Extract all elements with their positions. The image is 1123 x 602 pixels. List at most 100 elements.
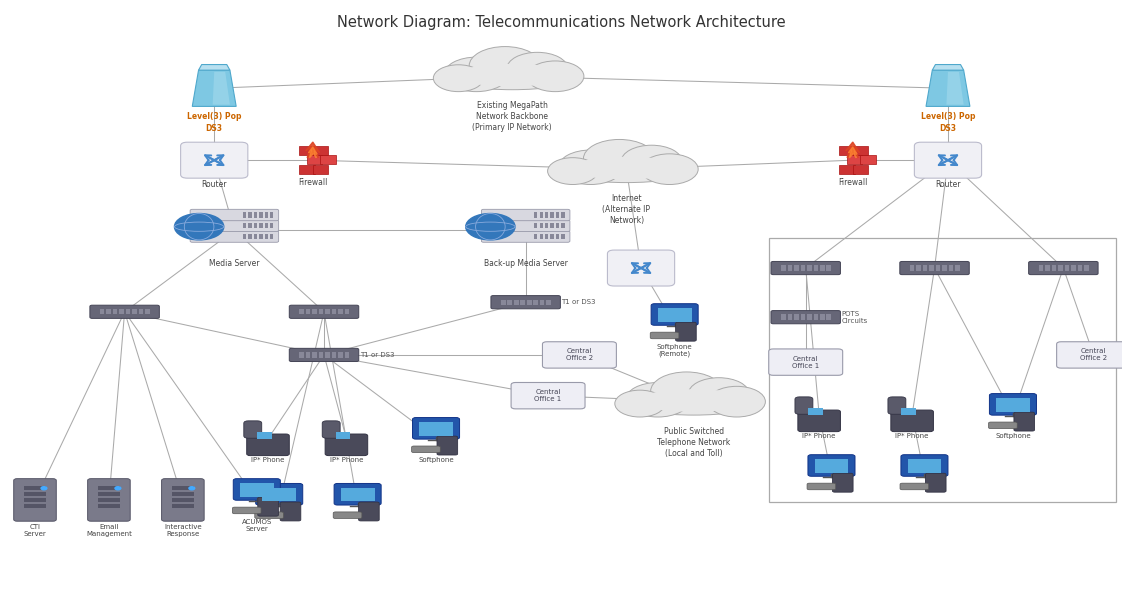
FancyBboxPatch shape (234, 479, 281, 500)
FancyBboxPatch shape (491, 296, 560, 309)
Circle shape (115, 486, 121, 490)
Polygon shape (846, 142, 860, 158)
FancyBboxPatch shape (780, 314, 786, 320)
FancyBboxPatch shape (801, 314, 805, 320)
Circle shape (506, 52, 568, 85)
FancyBboxPatch shape (13, 479, 56, 521)
FancyBboxPatch shape (827, 314, 831, 320)
FancyBboxPatch shape (338, 309, 343, 314)
FancyBboxPatch shape (265, 223, 268, 229)
Circle shape (42, 486, 47, 490)
Ellipse shape (643, 389, 743, 406)
FancyBboxPatch shape (795, 397, 813, 414)
Text: Level(3) Pop: Level(3) Pop (921, 112, 975, 121)
FancyBboxPatch shape (248, 223, 252, 229)
FancyBboxPatch shape (336, 432, 350, 439)
FancyBboxPatch shape (312, 352, 317, 358)
FancyBboxPatch shape (787, 265, 792, 271)
FancyBboxPatch shape (271, 234, 274, 239)
FancyBboxPatch shape (419, 423, 453, 435)
FancyBboxPatch shape (119, 309, 124, 314)
FancyBboxPatch shape (545, 223, 548, 229)
FancyBboxPatch shape (257, 432, 272, 439)
FancyBboxPatch shape (412, 446, 440, 453)
FancyBboxPatch shape (556, 234, 559, 239)
FancyBboxPatch shape (839, 146, 855, 155)
FancyBboxPatch shape (340, 488, 375, 501)
FancyBboxPatch shape (482, 209, 569, 221)
Polygon shape (199, 64, 230, 70)
FancyBboxPatch shape (996, 399, 1030, 412)
FancyBboxPatch shape (1046, 265, 1050, 271)
FancyBboxPatch shape (162, 479, 204, 521)
FancyBboxPatch shape (562, 213, 565, 218)
FancyBboxPatch shape (533, 300, 538, 305)
FancyBboxPatch shape (852, 146, 868, 155)
FancyBboxPatch shape (676, 322, 696, 341)
FancyBboxPatch shape (900, 261, 969, 275)
FancyBboxPatch shape (322, 421, 340, 438)
Circle shape (444, 57, 509, 92)
Text: Email
Management: Email Management (86, 524, 131, 537)
FancyBboxPatch shape (501, 300, 505, 305)
FancyBboxPatch shape (794, 314, 798, 320)
Circle shape (614, 390, 665, 417)
Text: Level(3) Pop: Level(3) Pop (188, 112, 241, 121)
FancyBboxPatch shape (539, 234, 542, 239)
FancyBboxPatch shape (358, 502, 380, 521)
Polygon shape (947, 72, 964, 105)
FancyBboxPatch shape (259, 223, 263, 229)
FancyBboxPatch shape (232, 507, 261, 514)
FancyBboxPatch shape (113, 309, 118, 314)
FancyBboxPatch shape (930, 265, 934, 271)
FancyBboxPatch shape (925, 473, 946, 492)
FancyBboxPatch shape (902, 408, 915, 415)
FancyBboxPatch shape (305, 309, 310, 314)
FancyBboxPatch shape (511, 382, 585, 409)
FancyBboxPatch shape (508, 300, 512, 305)
FancyBboxPatch shape (988, 422, 1017, 429)
Text: Central
Office 1: Central Office 1 (535, 389, 562, 402)
FancyBboxPatch shape (608, 250, 675, 286)
FancyBboxPatch shape (248, 234, 252, 239)
FancyBboxPatch shape (240, 483, 274, 497)
FancyBboxPatch shape (290, 349, 358, 362)
FancyBboxPatch shape (254, 234, 257, 239)
Circle shape (527, 61, 584, 92)
FancyBboxPatch shape (25, 498, 46, 502)
FancyBboxPatch shape (956, 265, 960, 271)
Text: IP* Phone: IP* Phone (330, 458, 363, 464)
FancyBboxPatch shape (820, 265, 824, 271)
FancyBboxPatch shape (949, 265, 953, 271)
FancyBboxPatch shape (98, 486, 120, 490)
Ellipse shape (573, 163, 681, 179)
FancyBboxPatch shape (319, 352, 323, 358)
FancyBboxPatch shape (290, 305, 358, 318)
FancyBboxPatch shape (1051, 265, 1057, 271)
FancyBboxPatch shape (535, 234, 538, 239)
Text: Softphone
(Remote): Softphone (Remote) (657, 344, 693, 357)
FancyBboxPatch shape (482, 220, 569, 232)
FancyBboxPatch shape (989, 394, 1037, 415)
Polygon shape (926, 70, 970, 107)
FancyBboxPatch shape (98, 504, 120, 507)
Ellipse shape (637, 396, 751, 415)
FancyBboxPatch shape (907, 459, 941, 473)
FancyBboxPatch shape (540, 300, 545, 305)
FancyBboxPatch shape (482, 231, 569, 242)
FancyBboxPatch shape (901, 455, 948, 476)
Text: IP* Phone: IP* Phone (252, 458, 285, 464)
FancyBboxPatch shape (281, 502, 301, 521)
FancyBboxPatch shape (181, 142, 248, 178)
FancyBboxPatch shape (254, 223, 257, 229)
Circle shape (433, 65, 484, 92)
Circle shape (621, 145, 682, 178)
FancyBboxPatch shape (860, 155, 876, 164)
Text: CTI
Server: CTI Server (24, 524, 46, 537)
Ellipse shape (569, 163, 684, 182)
FancyBboxPatch shape (90, 305, 159, 318)
FancyBboxPatch shape (550, 213, 554, 218)
FancyBboxPatch shape (651, 303, 699, 325)
Ellipse shape (455, 70, 569, 90)
FancyBboxPatch shape (271, 213, 274, 218)
